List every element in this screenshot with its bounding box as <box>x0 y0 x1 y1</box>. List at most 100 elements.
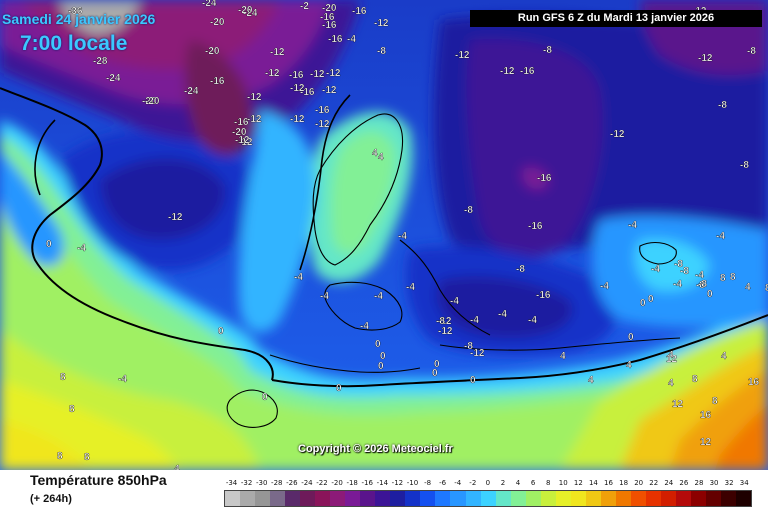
map-value-label: -20 <box>238 5 253 16</box>
map-value-label: -16 <box>322 20 337 31</box>
map-value-label: -12 <box>437 316 452 327</box>
cold-loop-contour <box>34 94 351 271</box>
map-value-label: -24 <box>202 0 217 9</box>
map-value-label: -8 <box>747 46 756 57</box>
map-value-label: -16 <box>520 66 535 77</box>
scale-swatch <box>405 491 421 506</box>
scale-tick-label: -28 <box>271 479 283 487</box>
map-value-label: 0 <box>434 359 440 370</box>
map-value-label: -4 <box>294 272 303 283</box>
map-value-label: -12 <box>290 114 305 125</box>
map-value-label: 8 <box>765 283 768 294</box>
map-value-label: -8 <box>698 279 707 290</box>
scale-swatch <box>225 491 241 506</box>
map-value-label: -16 <box>289 70 304 81</box>
map-value-label: -24 <box>243 8 258 19</box>
scale-swatch <box>315 491 331 506</box>
map-value-label: -4 <box>118 374 127 385</box>
map-value-label: -8 <box>680 266 689 277</box>
map-value-label: -16 <box>328 34 343 45</box>
map-value-label: 8 <box>692 374 698 385</box>
map-value-label: 8 <box>720 273 726 284</box>
map-value-label: 8 <box>60 372 66 383</box>
map-value-label: -8 <box>718 100 727 111</box>
map-value-label: -24 <box>106 73 121 84</box>
map-value-label: -12 <box>610 129 625 140</box>
scale-swatch <box>555 491 571 506</box>
map-value-label: -12 <box>247 92 262 103</box>
scale-tick-label: -8 <box>424 479 432 487</box>
scale-swatch <box>690 491 706 506</box>
map-value-label: -16 <box>352 6 367 17</box>
scale-swatch <box>510 491 526 506</box>
map-value-label: -8 <box>377 46 386 57</box>
map-value-label: -4 <box>320 291 329 302</box>
map-value-label: -4 <box>360 321 369 332</box>
map-value-label: 4 <box>626 360 632 371</box>
map-value-label: 0 <box>380 351 386 362</box>
map-value-label: 12 <box>672 399 684 410</box>
scale-swatch <box>435 491 451 506</box>
map-value-label: -16 <box>300 87 315 98</box>
temperature-field <box>0 0 768 470</box>
scale-swatch <box>630 491 646 506</box>
map-value-label: 0 <box>378 361 384 372</box>
scale-tick-label: 10 <box>558 479 568 487</box>
map-value-label: 0 <box>648 294 654 305</box>
color-scale-ticks: -34 -32 -30 -28 -26 -24 -22 -20 -18 -16 -14 -12 -10-… <box>224 478 752 488</box>
map-value-label: 0 <box>336 383 342 394</box>
scale-tick-label: -4 <box>454 479 462 487</box>
map-value-label: -8 <box>464 205 473 216</box>
scale-tick-label: -26 <box>286 479 298 487</box>
scale-tick-label: 24 <box>664 479 674 487</box>
scale-swatch <box>706 491 722 506</box>
scale-swatch <box>300 491 316 506</box>
temperature-map[interactable]: -36-24-20-24 -20-16-20-2-20-16-12-4-8-16-… <box>0 0 768 470</box>
scale-tick-label: 30 <box>709 479 719 487</box>
scale-swatch <box>360 491 376 506</box>
freezing-isotherm <box>0 87 768 388</box>
map-value-label: -4 <box>628 220 637 231</box>
scale-tick-label: -12 <box>391 479 404 487</box>
map-value-label: -12 <box>310 69 325 80</box>
map-value-label: 4 <box>588 375 594 386</box>
map-value-label: -12 <box>315 119 330 130</box>
map-value-label: -16 <box>537 173 552 184</box>
map-value-label: 4 <box>668 378 674 389</box>
map-value-label: -4 <box>600 281 609 292</box>
map-value-label: -16 <box>210 76 225 87</box>
map-value-label: -4 <box>347 34 356 45</box>
scale-tick-label: -32 <box>240 479 253 487</box>
map-value-label: -12 <box>290 83 305 94</box>
scale-tick-label: 34 <box>739 479 749 487</box>
map-value-label: -24 <box>184 86 199 97</box>
map-value-label: -12 <box>168 212 183 223</box>
legend-footer: Température 850hPa (+ 264h) -34 -32 -30 -28… <box>0 470 768 512</box>
map-value-label: 0 <box>262 392 268 403</box>
map-value-label: -16 <box>234 117 249 128</box>
scale-tick-label: -34 <box>225 479 238 487</box>
map-value-label: 0 <box>640 298 646 309</box>
map-value-label: -16 <box>320 12 335 23</box>
map-value-label: -4 <box>673 279 682 290</box>
map-value-label: -28 <box>93 56 108 67</box>
map-value-label: 8 <box>730 272 736 283</box>
map-value-label: -4 <box>450 296 459 307</box>
map-value-label: 4 <box>721 351 727 362</box>
scale-swatch <box>345 491 361 506</box>
scale-swatch <box>450 491 466 506</box>
scale-tick-label: 22 <box>649 479 659 487</box>
map-value-label: -4 <box>398 231 407 242</box>
map-value-label: -4 <box>498 309 507 320</box>
map-value-label: 4 <box>745 282 751 293</box>
map-value-label: -12 <box>500 66 515 77</box>
map-value-label: -4 <box>695 270 704 281</box>
map-value-label: -12 <box>470 348 485 359</box>
map-value-label: -4 <box>716 231 725 242</box>
scale-tick-label: 28 <box>694 479 704 487</box>
map-value-label: -12 <box>326 68 341 79</box>
map-value-label: -20 <box>210 17 225 28</box>
map-value-label: 4 <box>372 148 378 159</box>
map-value-label: -12 <box>374 18 389 29</box>
coastlines <box>226 113 681 428</box>
